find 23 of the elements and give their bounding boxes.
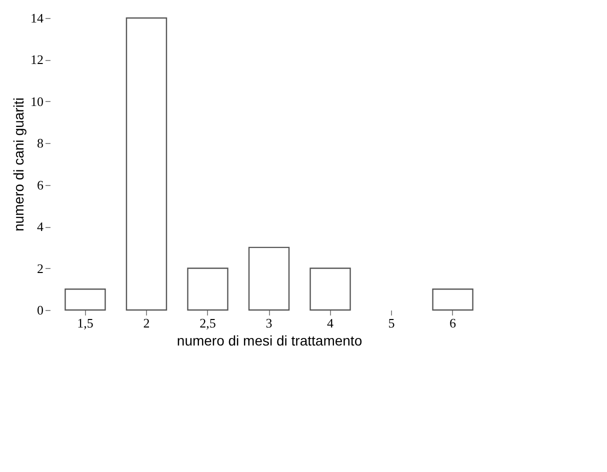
- y-tick-label: 2: [37, 260, 44, 276]
- y-tick-label: 0: [37, 302, 44, 318]
- bar: [126, 17, 168, 311]
- bar: [310, 268, 351, 311]
- x-tick-label: 2: [143, 316, 150, 330]
- x-tick-label: 2,5: [200, 316, 216, 330]
- y-tick-label: 14: [30, 10, 44, 26]
- y-tick-label: 10: [30, 94, 44, 109]
- bar: [64, 288, 106, 311]
- y-tick-label: 8: [37, 136, 44, 151]
- y-tick-label: 4: [37, 219, 44, 234]
- y-axis-title: numero di cani guariti: [10, 98, 26, 232]
- x-tick-label: 5: [388, 316, 395, 330]
- bar: [248, 246, 290, 311]
- y-tick-label: 6: [37, 177, 44, 192]
- bar: [187, 268, 228, 311]
- x-tick-label: 6: [450, 316, 457, 330]
- x-tick-label: 4: [327, 316, 334, 330]
- y-tick-label: 12: [30, 52, 44, 68]
- x-tick-label: 1,5: [77, 316, 94, 330]
- x-tick-label: 3: [266, 316, 272, 330]
- x-axis-title: numero di mesi di trattamento: [176, 332, 362, 348]
- bar: [432, 288, 474, 311]
